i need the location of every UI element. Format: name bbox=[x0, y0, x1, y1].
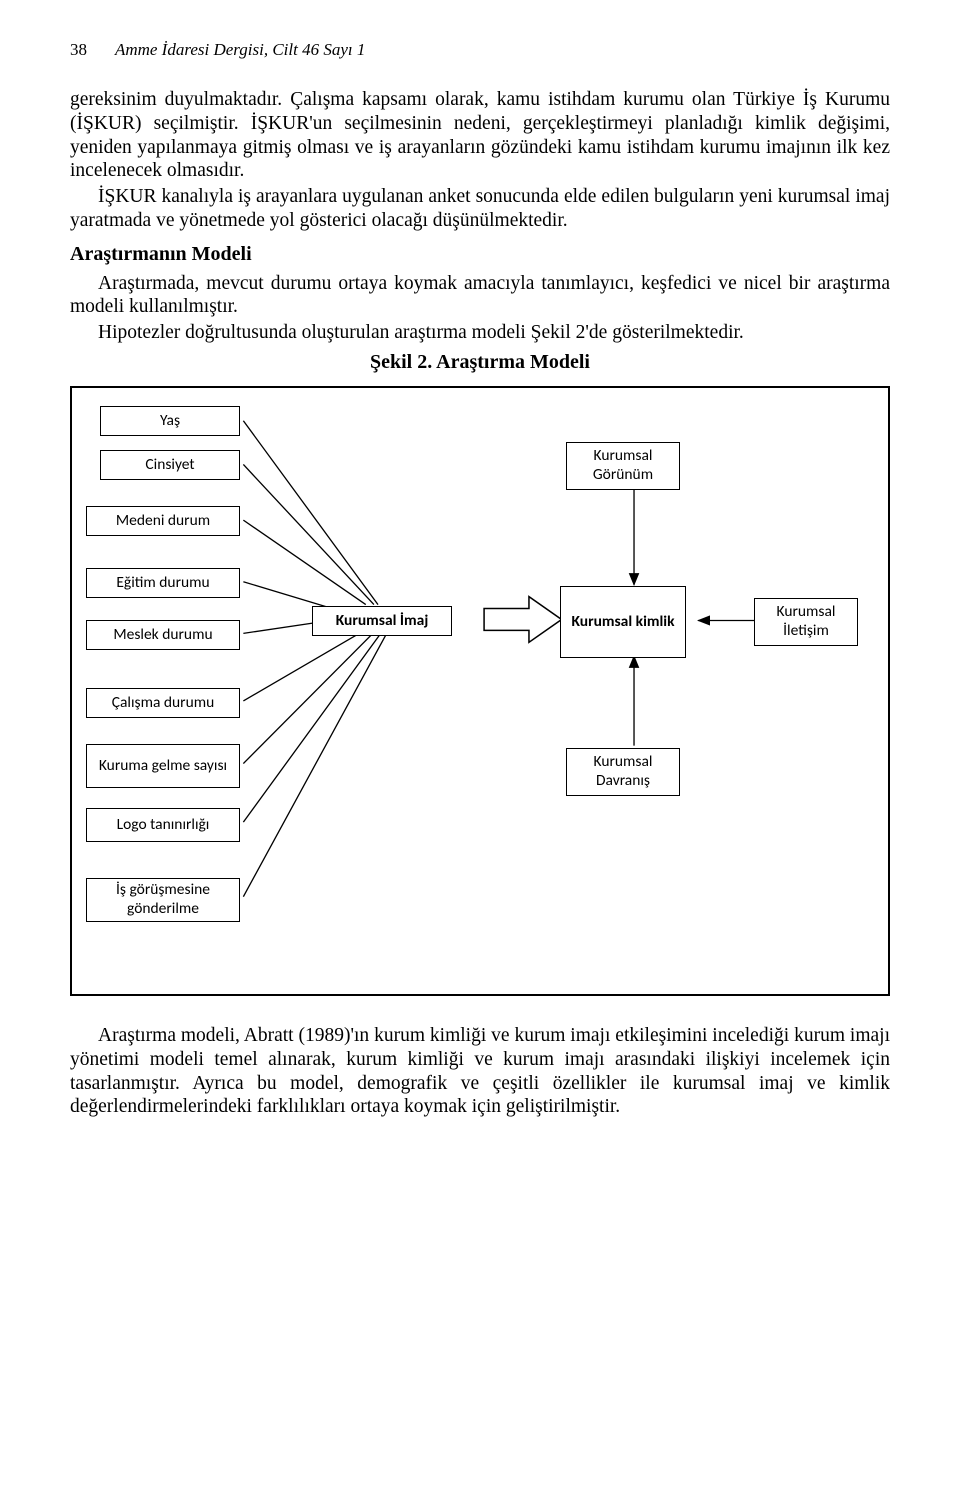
diagram-box-egitim: Eğitim durumu bbox=[86, 568, 240, 598]
diagram-box-cinsiyet: Cinsiyet bbox=[100, 450, 240, 480]
diagram-box-kimlik: Kurumsal kimlik bbox=[560, 586, 686, 658]
figure-title: Şekil 2. Araştırma Modeli bbox=[70, 351, 890, 374]
paragraph-2: İŞKUR kanalıyla iş arayanlara uygulanan … bbox=[70, 185, 890, 233]
research-model-diagram: Yaş Cinsiyet Medeni durum Eğitim durumu Mesl… bbox=[70, 386, 890, 996]
diagram-box-isgorusme: İş görüşmesine gönderilme bbox=[86, 878, 240, 922]
running-header: 38 Amme İdaresi Dergisi, Cilt 46 Sayı 1 bbox=[70, 40, 890, 60]
diagram-box-kuruma: Kuruma gelme sayısı bbox=[86, 744, 240, 788]
diagram-box-yas: Yaş bbox=[100, 406, 240, 436]
paragraph-1: gereksinim duyulmaktadır. Çalışma kapsam… bbox=[70, 88, 890, 183]
diagram-box-davranis: Kurumsal Davranış bbox=[566, 748, 680, 796]
paragraph-3: Araştırmada, mevcut durumu ortaya koymak… bbox=[70, 272, 890, 320]
diagram-box-logo: Logo tanınırlığı bbox=[86, 808, 240, 842]
page-number: 38 bbox=[70, 40, 87, 59]
paragraph-5: Araştırma modeli, Abratt (1989)'ın kurum… bbox=[70, 1024, 890, 1119]
diagram-box-gorunum: Kurumsal Görünüm bbox=[566, 442, 680, 490]
diagram-box-iletisim: Kurumsal İletişim bbox=[754, 598, 858, 646]
journal-title: Amme İdaresi Dergisi, Cilt 46 Sayı 1 bbox=[115, 40, 365, 59]
diagram-box-meslek: Meslek durumu bbox=[86, 620, 240, 650]
section-title: Araştırmanın Modeli bbox=[70, 243, 890, 266]
diagram-box-calisma: Çalışma durumu bbox=[86, 688, 240, 718]
diagram-box-medeni: Medeni durum bbox=[86, 506, 240, 536]
paragraph-4: Hipotezler doğrultusunda oluşturulan ara… bbox=[70, 321, 890, 345]
diagram-box-imaj: Kurumsal İmaj bbox=[312, 606, 452, 636]
